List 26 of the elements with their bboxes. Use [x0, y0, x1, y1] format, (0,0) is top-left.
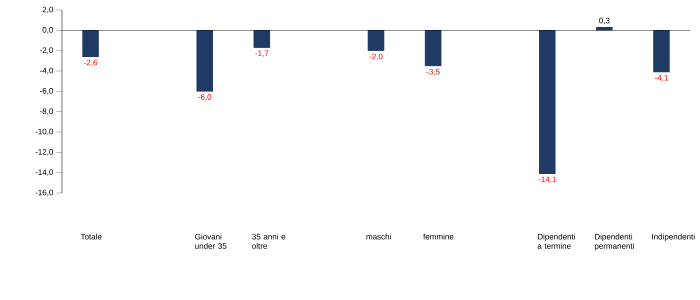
y-tick-label: -14,0	[35, 169, 54, 176]
x-tick-label: Dipendenti permanenti	[594, 234, 634, 250]
data-label: -4,1	[654, 74, 668, 82]
y-tick-label: -12,0	[35, 149, 54, 156]
y-tick-label: 2,0	[42, 6, 54, 14]
y-tick-label: -2,0	[40, 47, 54, 54]
data-label: -2,0	[369, 54, 383, 60]
y-tick-label: 0,0	[42, 27, 54, 34]
x-tick-label: Totale	[80, 234, 102, 240]
y-tick-label: -6,0	[40, 88, 54, 95]
data-label: -6,0	[198, 94, 212, 101]
x-tick-label: Indipendenti	[652, 234, 694, 242]
y-tick-label: -8,0	[40, 108, 54, 115]
x-tick-label: maschi	[366, 234, 391, 240]
data-label: -3,5	[426, 68, 440, 76]
x-tick-label: femmine	[423, 234, 454, 240]
x-tick-label: Giovani under 35	[195, 234, 226, 249]
data-label: -2,6	[84, 60, 98, 66]
data-label: 0,3	[599, 18, 610, 24]
y-tick-label: -16,0	[35, 190, 54, 196]
data-label: -1,7	[255, 50, 268, 58]
x-tick-label: Dipendenti a termine	[538, 234, 575, 249]
y-tick-label: -10,0	[35, 128, 54, 136]
x-tick-label: 35 anni e oltre	[252, 234, 286, 249]
y-tick-label: -4,0	[40, 68, 54, 74]
data-label: -14,1	[538, 176, 556, 184]
